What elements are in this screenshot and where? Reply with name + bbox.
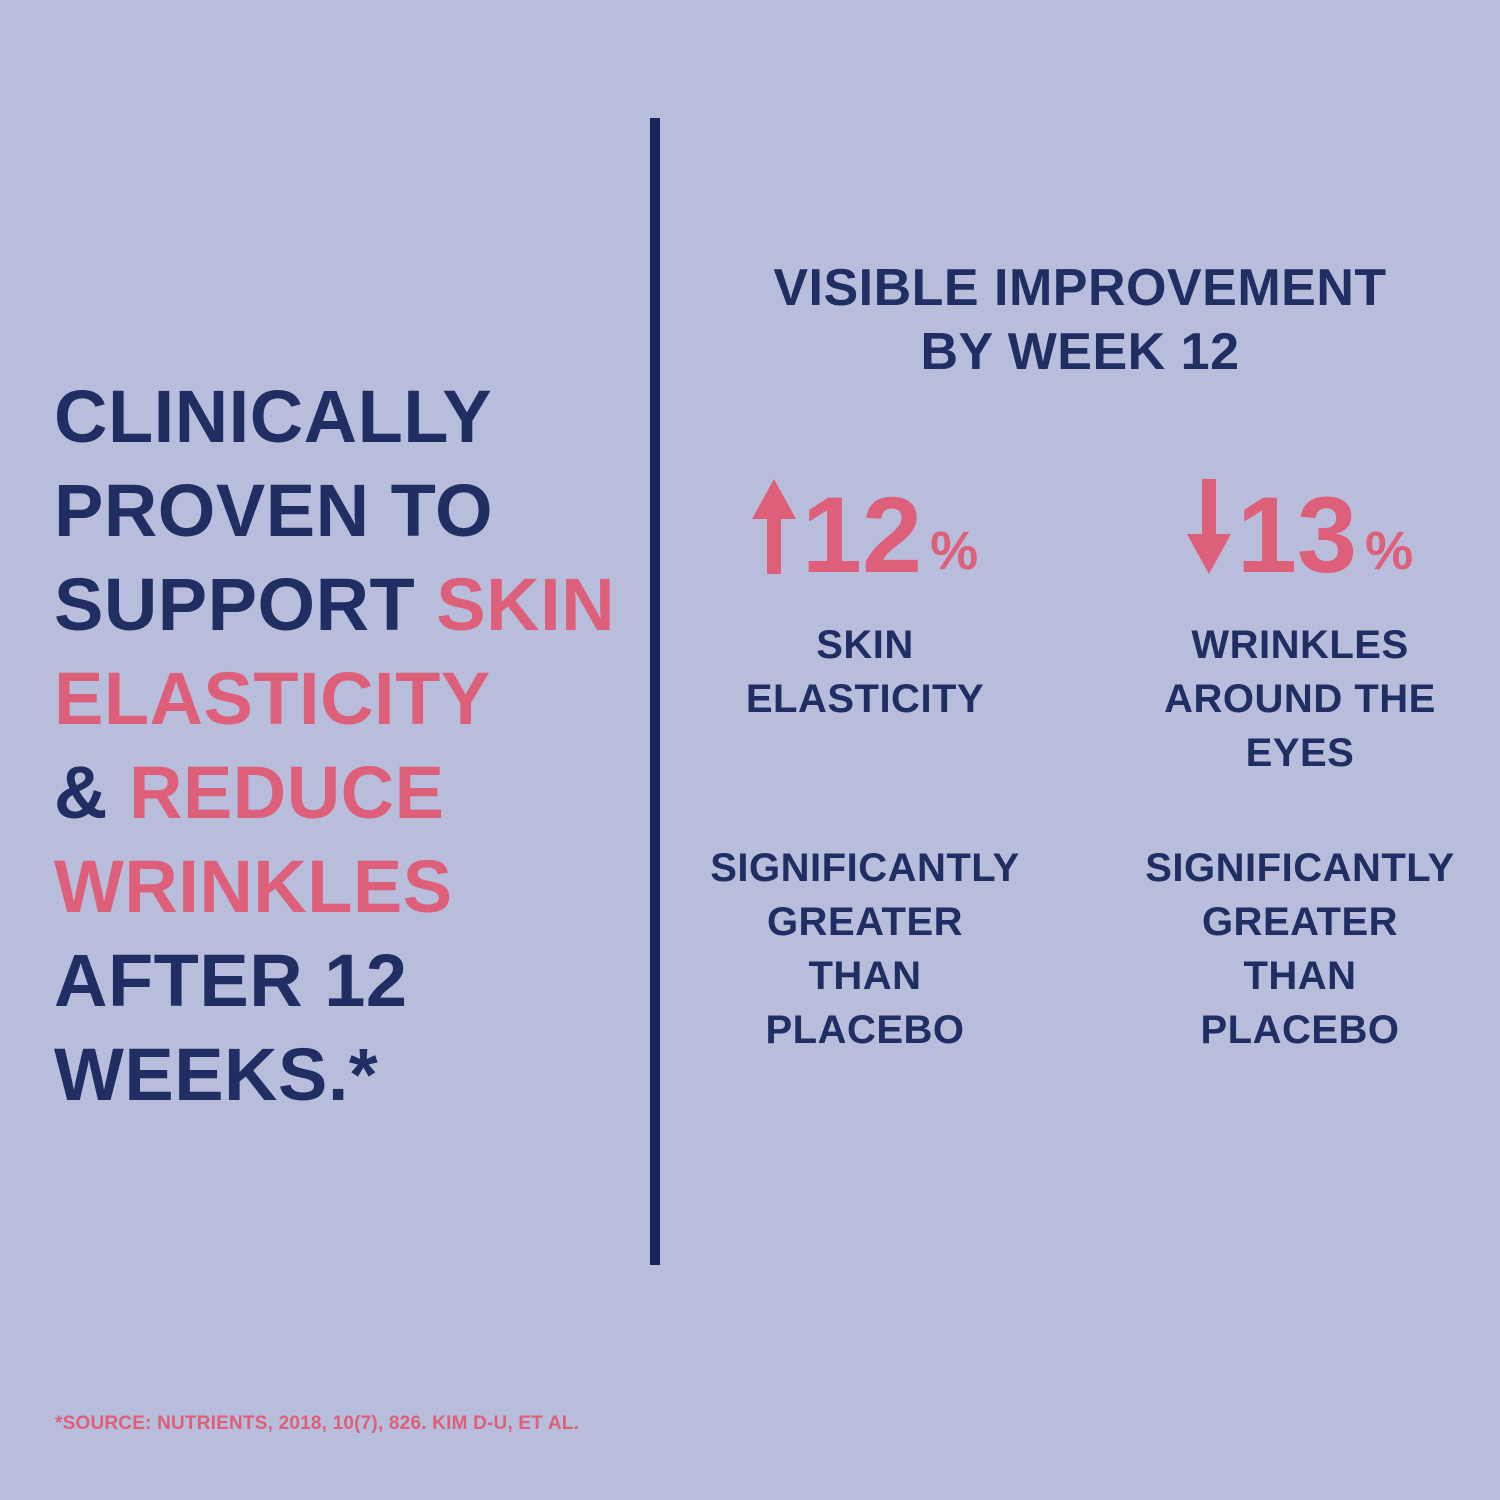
headline-line: & REDUCE [54,746,615,840]
source-footnote: *SOURCE: NUTRIENTS, 2018, 10(7), 826. KI… [55,1413,580,1434]
arrow-up-icon [751,479,796,574]
stat-note-line: GREATER [1201,900,1399,944]
headline-line: ELASTICITY [54,652,615,746]
headline-text: PROVEN TO [54,469,493,552]
headline-line: WEEKS.* [54,1028,615,1122]
headline-text-highlight: WRINKLES [54,845,453,928]
stat-label-line: EYES [1245,731,1355,775]
headline-line: CLINICALLY [54,370,615,464]
stat-label-line: SKIN [816,623,914,667]
stat-note-line: THAN [808,954,922,998]
headline-line: SUPPORT SKIN [54,558,615,652]
stat-value-row: 12 % [665,474,1065,595]
vertical-divider [650,118,660,1265]
headline-text: WEEKS.* [54,1033,379,1116]
headline-text: SUPPORT [54,563,437,646]
stat-label-line: ELASTICITY [745,677,985,721]
stat-column-skin-elasticity: 12 % SKIN ELASTICITY SIGNIFICANTLY GREAT… [665,460,1065,1100]
stat-column-wrinkles: 13 % WRINKLES AROUND THE EYES SIGNIFICAN… [1100,460,1500,1100]
stat-note-line: GREATER [766,900,964,944]
stat-unit: % [930,521,979,581]
headline: CLINICALLY PROVEN TO SUPPORT SKIN ELASTI… [54,370,615,1122]
right-panel-heading-line1: VISIBLE IMPROVEMENT [773,259,1387,317]
headline-text: CLINICALLY [54,375,493,458]
right-panel-heading-line2: BY WEEK 12 [920,323,1240,381]
stat-note-line: PLACEBO [1200,1008,1400,1052]
arrow-down-icon [1186,479,1231,574]
stat-value: 13 [1236,474,1358,595]
stat-value-row: 13 % [1100,474,1500,595]
headline-text-highlight: REDUCE [129,751,445,834]
headline-text: AFTER 12 [54,939,408,1022]
headline-line: WRINKLES [54,840,615,934]
stat-note-line: SIGNIFICANTLY [710,846,1020,890]
stat-value: 12 [801,474,923,595]
right-panel-heading: VISIBLE IMPROVEMENT BY WEEK 12 [660,256,1500,384]
stat-label-line: AROUND THE [1164,677,1436,721]
headline-text-highlight: SKIN [436,563,616,646]
headline-text: & [54,751,129,834]
stat-note: SIGNIFICANTLY GREATER THAN PLACEBO [1100,841,1500,1057]
headline-line: PROVEN TO [54,464,615,558]
stat-note-line: SIGNIFICANTLY [1145,846,1455,890]
stat-label: SKIN ELASTICITY [665,618,1065,726]
stat-unit: % [1365,521,1414,581]
stat-label: WRINKLES AROUND THE EYES [1100,618,1500,780]
stat-note: SIGNIFICANTLY GREATER THAN PLACEBO [665,841,1065,1057]
stat-label-line: WRINKLES [1191,623,1409,667]
stat-note-line: PLACEBO [765,1008,965,1052]
headline-text-highlight: ELASTICITY [54,657,491,740]
headline-line: AFTER 12 [54,934,615,1028]
stat-note-line: THAN [1243,954,1357,998]
